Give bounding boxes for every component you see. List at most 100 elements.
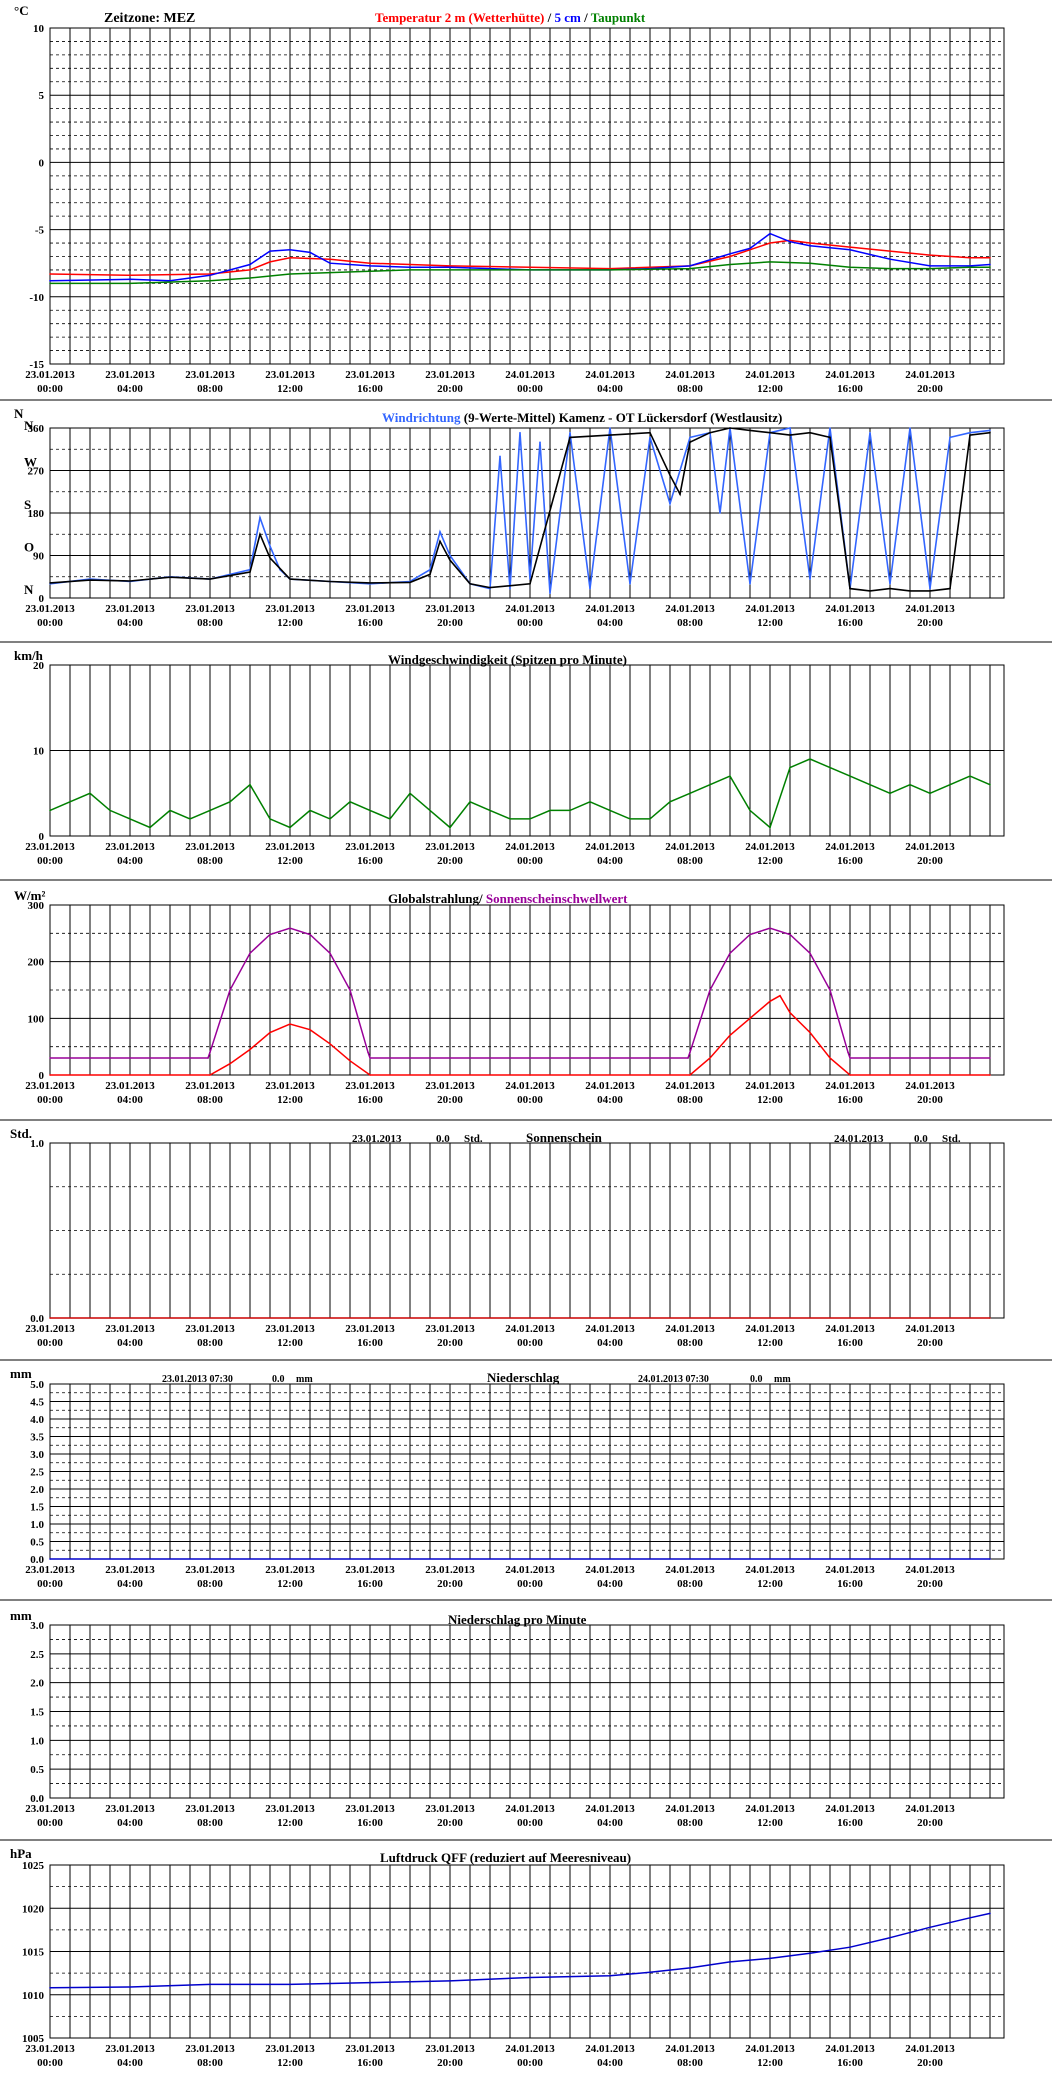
x-tick-date: 23.01.2013	[185, 369, 235, 381]
data-point	[289, 1023, 291, 1025]
data-point	[929, 265, 931, 267]
x-tick-date: 24.01.2013	[745, 1080, 795, 1092]
panel-8: 1025 1020 1015 1010 1005 hPa Luftdruck QFF (re…	[10, 1846, 1005, 2069]
data-point	[549, 809, 551, 812]
data-point	[869, 431, 871, 434]
x-tick-time: 20:00	[437, 383, 463, 395]
data-point	[769, 927, 771, 929]
x-tick-time: 04:00	[117, 617, 143, 629]
x-tick-time: 04:00	[117, 1337, 143, 1349]
data-point	[829, 989, 831, 991]
x-tick-date: 23.01.2013	[265, 603, 315, 615]
data-point	[369, 270, 371, 273]
timezone-label: Zeitzone: MEZ	[104, 11, 195, 26]
x-tick-time: 12:00	[277, 383, 303, 395]
series-line	[50, 927, 990, 1059]
x-tick-date: 24.01.2013	[665, 603, 715, 615]
data-point	[989, 257, 991, 259]
x-tick-date: 24.01.2013	[905, 1564, 955, 1576]
data-point	[709, 989, 711, 991]
data-point	[589, 801, 591, 803]
x-tick-date: 23.01.2013	[345, 369, 395, 381]
data-point	[969, 266, 971, 269]
unit-label: N	[14, 406, 24, 421]
data-point	[769, 261, 771, 263]
data-point	[849, 775, 851, 777]
data-point	[849, 249, 851, 251]
x-tick-date: 24.01.2013	[505, 1564, 555, 1576]
data-point	[989, 431, 991, 434]
x-tick-time: 08:00	[197, 1094, 223, 1106]
data-point	[249, 277, 251, 279]
data-point	[69, 801, 71, 803]
data-point	[269, 933, 271, 936]
x-tick-date: 23.01.2013	[25, 1323, 75, 1335]
data-point	[769, 826, 771, 829]
unit-label: W/m²	[14, 888, 45, 903]
data-point	[369, 262, 371, 265]
data-point	[929, 254, 931, 256]
x-tick-date: 24.01.2013	[585, 603, 635, 615]
data-point	[849, 1074, 851, 1076]
x-tick-time: 04:00	[597, 2057, 623, 2069]
data-point	[259, 516, 261, 519]
x-tick-time: 12:00	[277, 855, 303, 867]
y-tick-label: 300	[28, 900, 45, 912]
x-tick-date: 24.01.2013	[665, 369, 715, 381]
y-tick-label: 3.0	[30, 1449, 44, 1461]
x-tick-date: 24.01.2013	[505, 1323, 555, 1335]
title-part: Temperatur 2 m (Wetterhütte)	[375, 10, 544, 25]
x-tick-time: 04:00	[597, 1337, 623, 1349]
data-point	[649, 436, 651, 439]
x-tick-time: 16:00	[357, 383, 383, 395]
y-tick-label: 200	[28, 957, 45, 969]
direction-label: N	[24, 418, 34, 433]
x-tick-date: 24.01.2013	[585, 1564, 635, 1576]
x-tick-date: 23.01.2013	[425, 369, 475, 381]
x-tick-date: 23.01.2013	[25, 2043, 75, 2055]
x-tick-time: 00:00	[517, 1817, 543, 1829]
data-point	[809, 952, 811, 954]
x-tick-date: 23.01.2013	[345, 1564, 395, 1576]
data-point	[789, 1011, 791, 1014]
x-tick-time: 12:00	[277, 1578, 303, 1590]
data-point	[649, 1971, 651, 1974]
data-point	[329, 952, 331, 954]
data-point	[209, 279, 211, 282]
series-line	[49, 758, 991, 829]
x-tick-date: 23.01.2013	[265, 369, 315, 381]
x-tick-date: 23.01.2013	[265, 1323, 315, 1335]
data-point	[369, 1981, 371, 1984]
x-tick-time: 00:00	[517, 1094, 543, 1106]
title-part: Sonnenscheinschwellwert	[486, 891, 628, 906]
x-tick-date: 23.01.2013	[345, 1080, 395, 1092]
y-tick-label: 10	[33, 746, 45, 758]
x-tick-time: 08:00	[677, 1337, 703, 1349]
data-point	[269, 545, 271, 547]
y-tick-label: 0.0	[30, 1313, 44, 1325]
x-tick-time: 16:00	[837, 1337, 863, 1349]
data-point	[669, 474, 671, 477]
data-point	[369, 582, 371, 584]
x-tick-date: 24.01.2013	[745, 1564, 795, 1576]
data-point	[969, 431, 971, 434]
x-tick-date: 24.01.2013	[745, 841, 795, 853]
x-tick-time: 16:00	[357, 2057, 383, 2069]
x-tick-time: 08:00	[677, 2057, 703, 2069]
x-tick-time: 16:00	[837, 855, 863, 867]
panel-1: 10 5 0 -5 -10 -15 °C Temperatur 2 m (Wetterhütt…	[0, 3, 1052, 401]
x-tick-time: 04:00	[117, 383, 143, 395]
x-tick-date: 23.01.2013	[425, 841, 475, 853]
data-point	[309, 1028, 311, 1031]
x-tick-date: 24.01.2013	[745, 1803, 795, 1815]
data-point	[509, 818, 511, 820]
data-point	[129, 1986, 131, 1988]
summary-unit: Std.	[942, 1133, 961, 1145]
data-point	[889, 792, 891, 795]
y-tick-label: 1025	[22, 1860, 45, 1872]
data-point	[779, 994, 781, 997]
data-point	[869, 590, 871, 592]
x-tick-date: 24.01.2013	[505, 841, 555, 853]
